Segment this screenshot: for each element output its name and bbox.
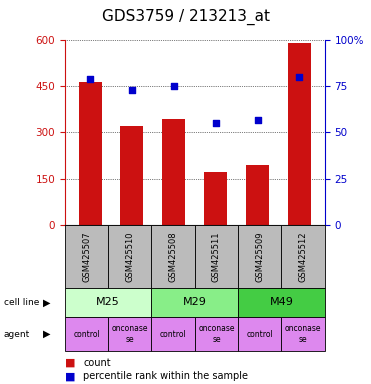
- Bar: [79, 82, 102, 225]
- Point: [255, 116, 260, 122]
- Text: onconase
se: onconase se: [112, 324, 148, 344]
- Text: M25: M25: [96, 297, 120, 308]
- Bar: [246, 165, 269, 225]
- Text: ▶: ▶: [43, 297, 50, 308]
- Text: agent: agent: [4, 329, 30, 339]
- Text: control: control: [73, 329, 100, 339]
- Point: [129, 87, 135, 93]
- Text: onconase
se: onconase se: [198, 324, 235, 344]
- Bar: [204, 172, 227, 225]
- Text: ■: ■: [65, 358, 75, 368]
- Text: M29: M29: [183, 297, 207, 308]
- Point: [296, 74, 302, 80]
- Text: GSM425509: GSM425509: [255, 231, 264, 281]
- Text: onconase
se: onconase se: [285, 324, 321, 344]
- Text: cell line: cell line: [4, 298, 39, 307]
- Text: GSM425508: GSM425508: [169, 231, 178, 281]
- Text: M49: M49: [269, 297, 293, 308]
- Point: [87, 76, 93, 82]
- Point: [213, 120, 219, 126]
- Text: control: control: [160, 329, 187, 339]
- Bar: [121, 126, 144, 225]
- Text: ▶: ▶: [43, 329, 50, 339]
- Text: percentile rank within the sample: percentile rank within the sample: [83, 371, 249, 381]
- Text: GSM425510: GSM425510: [125, 231, 134, 281]
- Text: GSM425512: GSM425512: [299, 231, 308, 281]
- Bar: [162, 119, 186, 225]
- Text: GSM425507: GSM425507: [82, 231, 91, 281]
- Text: GDS3759 / 213213_at: GDS3759 / 213213_at: [102, 9, 269, 25]
- Text: count: count: [83, 358, 111, 368]
- Text: control: control: [246, 329, 273, 339]
- Text: GSM425511: GSM425511: [212, 231, 221, 281]
- Bar: [288, 43, 311, 225]
- Point: [171, 83, 177, 89]
- Text: ■: ■: [65, 371, 75, 381]
